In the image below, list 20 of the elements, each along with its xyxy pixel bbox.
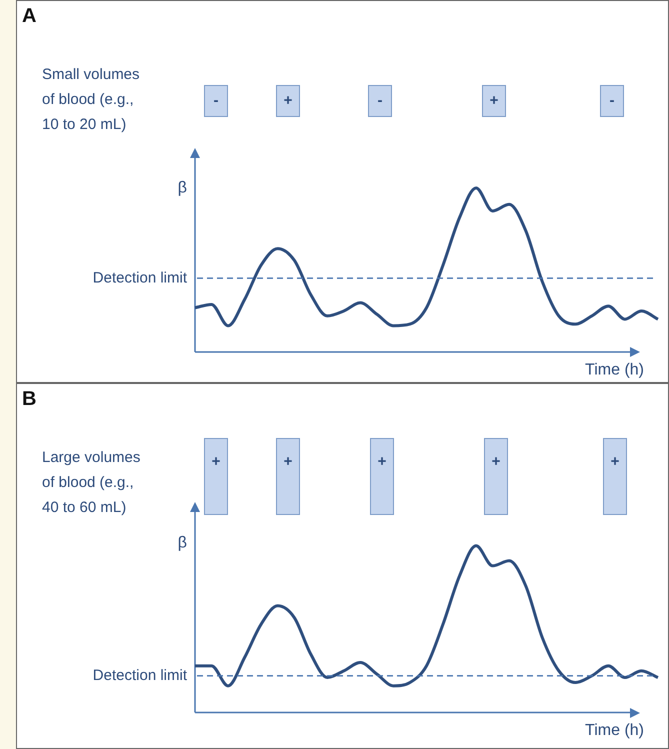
- label-box: -: [600, 85, 624, 117]
- text: Small volumes of blood (e.g., 10 to 20 mL): [42, 65, 141, 135]
- x-axis-title: Time (h): [585, 722, 644, 739]
- text: B: [22, 388, 36, 411]
- label-box: -: [204, 85, 228, 117]
- label-box: +: [482, 85, 506, 117]
- label-box: +: [204, 438, 228, 515]
- label-box: -: [368, 85, 392, 117]
- y-axis-title: β: [178, 534, 187, 552]
- label-box: +: [370, 438, 394, 515]
- text: Large volumes of blood (e.g., 40 to 60 mL): [42, 448, 142, 518]
- text: A: [22, 5, 36, 28]
- y-axis-title: β: [178, 179, 187, 196]
- x-axis-title: Time (h): [585, 361, 644, 378]
- label-box: +: [276, 85, 300, 117]
- ref-line-label: Detection limit: [92, 666, 188, 684]
- label-box: +: [484, 438, 508, 515]
- ref-line-label: Detection limit: [92, 269, 188, 286]
- label-box: +: [276, 438, 300, 515]
- label-box: +: [603, 438, 627, 515]
